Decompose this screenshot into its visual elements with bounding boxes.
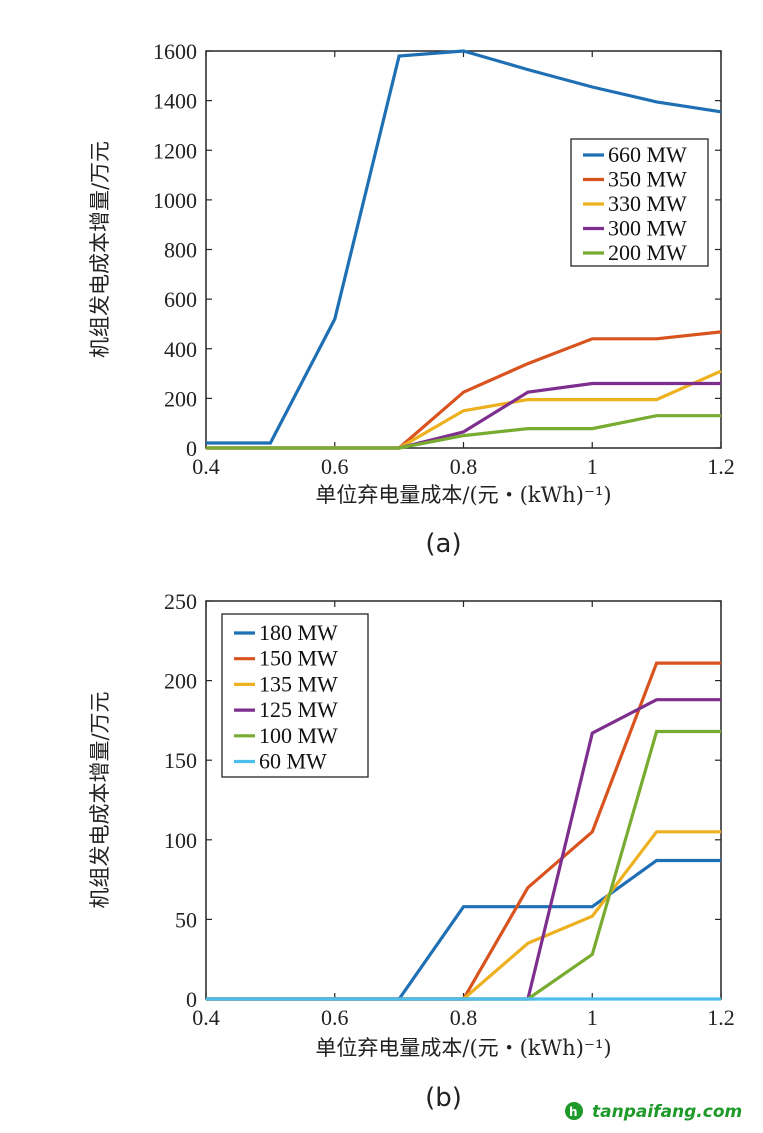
- x-tick-label: 1: [587, 1005, 598, 1030]
- y-tick-label: 600: [164, 287, 197, 312]
- series-line-200-mw: [206, 414, 721, 450]
- y-tick-label: 0: [186, 436, 197, 461]
- legend-entry: 300 MW: [608, 216, 687, 241]
- y-tick-label: 250: [164, 589, 197, 614]
- x-tick-label: 0.4: [192, 454, 220, 479]
- watermark: h tanpaifang.com: [565, 1102, 742, 1122]
- y-tick-label: 50: [175, 907, 197, 932]
- watermark-text: tanpaifang.com: [592, 1102, 742, 1122]
- x-tick-label: 1.2: [707, 454, 735, 479]
- legend-entry: 60 MW: [259, 749, 327, 774]
- panel-label: (b): [425, 1083, 462, 1113]
- y-tick-label: 800: [164, 238, 197, 263]
- legend-entry: 200 MW: [608, 240, 687, 265]
- y-axis-label: 机组发电成本增量/万元: [88, 141, 112, 358]
- y-axis-label: 机组发电成本增量/万元: [88, 691, 112, 908]
- legend-entry: 135 MW: [259, 671, 338, 696]
- x-tick-label: 1.2: [707, 1005, 735, 1030]
- x-tick-label: 1: [587, 454, 598, 479]
- watermark-logo-icon: [565, 1102, 583, 1120]
- chart-a: 0.4 0.6 0.8 1 1.2 0 200 400 600 800 1000 1200 1400 16…: [88, 39, 735, 559]
- legend-entry: 125 MW: [259, 697, 338, 722]
- x-axis-label: 单位弃电量成本/(元・(kWh)⁻¹): [315, 1036, 611, 1060]
- y-tick-label: 150: [164, 748, 197, 773]
- panel-label: (a): [425, 529, 461, 559]
- y-tick-label: 100: [164, 828, 197, 853]
- x-tick-label: 0.6: [321, 1005, 349, 1030]
- y-tick-label: 200: [164, 386, 197, 411]
- legend-entry: 180 MW: [259, 620, 338, 645]
- x-tick-label: 0.6: [321, 454, 349, 479]
- y-tick-label: 1000: [153, 188, 197, 213]
- legend-entry: 350 MW: [608, 167, 687, 192]
- legend-entry: 150 MW: [259, 646, 338, 671]
- watermark-logo-glyph: h: [569, 1105, 578, 1119]
- x-tick-label: 0.4: [192, 1005, 220, 1030]
- x-axis-label: 单位弃电量成本/(元・(kWh)⁻¹): [315, 483, 611, 507]
- series-line-660-mw: [206, 49, 722, 445]
- legend-entry: 660 MW: [608, 142, 687, 167]
- legend-entry: 330 MW: [608, 191, 687, 216]
- series-line-180-mw: [206, 858, 721, 1001]
- x-tick-label: 0.8: [450, 1005, 478, 1030]
- y-tick-label: 1200: [153, 138, 197, 163]
- y-tick-label: 1600: [153, 39, 197, 64]
- y-tick-label: 1400: [153, 89, 197, 114]
- legend-box: [221, 613, 369, 778]
- y-tick-label: 400: [164, 337, 197, 362]
- x-tick-label: 0.8: [450, 454, 478, 479]
- y-tick-label: 0: [186, 987, 197, 1012]
- legend-entry: 100 MW: [259, 723, 338, 748]
- y-tick-label: 200: [164, 669, 197, 694]
- series-line-135-mw: [206, 830, 721, 1001]
